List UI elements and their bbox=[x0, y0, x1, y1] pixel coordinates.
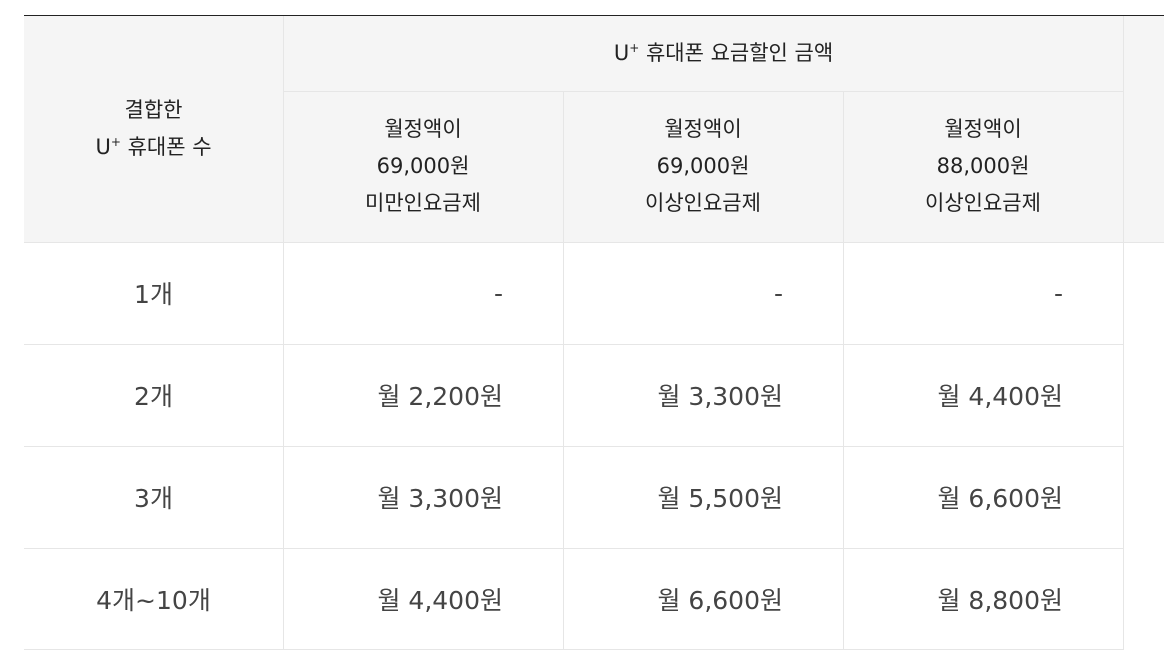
table-cell: 월 5,500원 bbox=[657, 484, 783, 513]
column-divider bbox=[1123, 16, 1124, 650]
group-header-cell: U+ 휴대폰 요금할인 금액 bbox=[283, 16, 1164, 91]
row-divider bbox=[24, 242, 1164, 243]
row-label: 4개~10개 bbox=[96, 586, 211, 615]
row-divider bbox=[24, 446, 1123, 447]
row-divider bbox=[283, 91, 1123, 92]
column-header-2: 월정액이 69,000원 이상인요금제 bbox=[563, 91, 843, 242]
column-divider bbox=[283, 16, 284, 650]
table-cell: 월 4,400원 bbox=[937, 382, 1063, 411]
table-cell: 월 6,600원 bbox=[937, 484, 1063, 513]
row-label: 3개 bbox=[134, 484, 173, 513]
discount-table: 결합한 U+ 휴대폰 수 U+ 휴대폰 요금할인 금액 월정액이 69,000원… bbox=[24, 15, 1164, 650]
row-header-line2: U+ 휴대폰 수 bbox=[95, 135, 212, 159]
table-cell: 월 2,200원 bbox=[377, 382, 503, 411]
table-cell: - bbox=[493, 278, 503, 308]
table-cell: 월 3,300원 bbox=[657, 382, 783, 411]
table-cell: 월 6,600원 bbox=[657, 586, 783, 615]
row-divider bbox=[24, 344, 1123, 345]
column-header-1: 월정액이 69,000원 미만인요금제 bbox=[283, 91, 563, 242]
table-cell: 월 3,300원 bbox=[377, 484, 503, 513]
column-header-extra bbox=[1123, 91, 1164, 242]
row-label: 2개 bbox=[134, 382, 173, 411]
column-divider bbox=[843, 91, 844, 650]
row-label: 1개 bbox=[134, 280, 173, 309]
row-divider bbox=[24, 548, 1123, 549]
table-cell: 월 8,800원 bbox=[937, 586, 1063, 615]
table-cell: - bbox=[1053, 278, 1063, 308]
table-cell: - bbox=[773, 278, 783, 308]
group-header-label: U+ 휴대폰 요금할인 금액 bbox=[613, 41, 834, 65]
column-header-3: 월정액이 88,000원 이상인요금제 bbox=[843, 91, 1123, 242]
row-header-cell: 결합한 U+ 휴대폰 수 bbox=[24, 16, 283, 242]
column-divider bbox=[563, 91, 564, 650]
row-divider bbox=[24, 649, 1123, 650]
table-cell: 월 4,400원 bbox=[377, 586, 503, 615]
row-header-line1: 결합한 bbox=[124, 98, 183, 122]
